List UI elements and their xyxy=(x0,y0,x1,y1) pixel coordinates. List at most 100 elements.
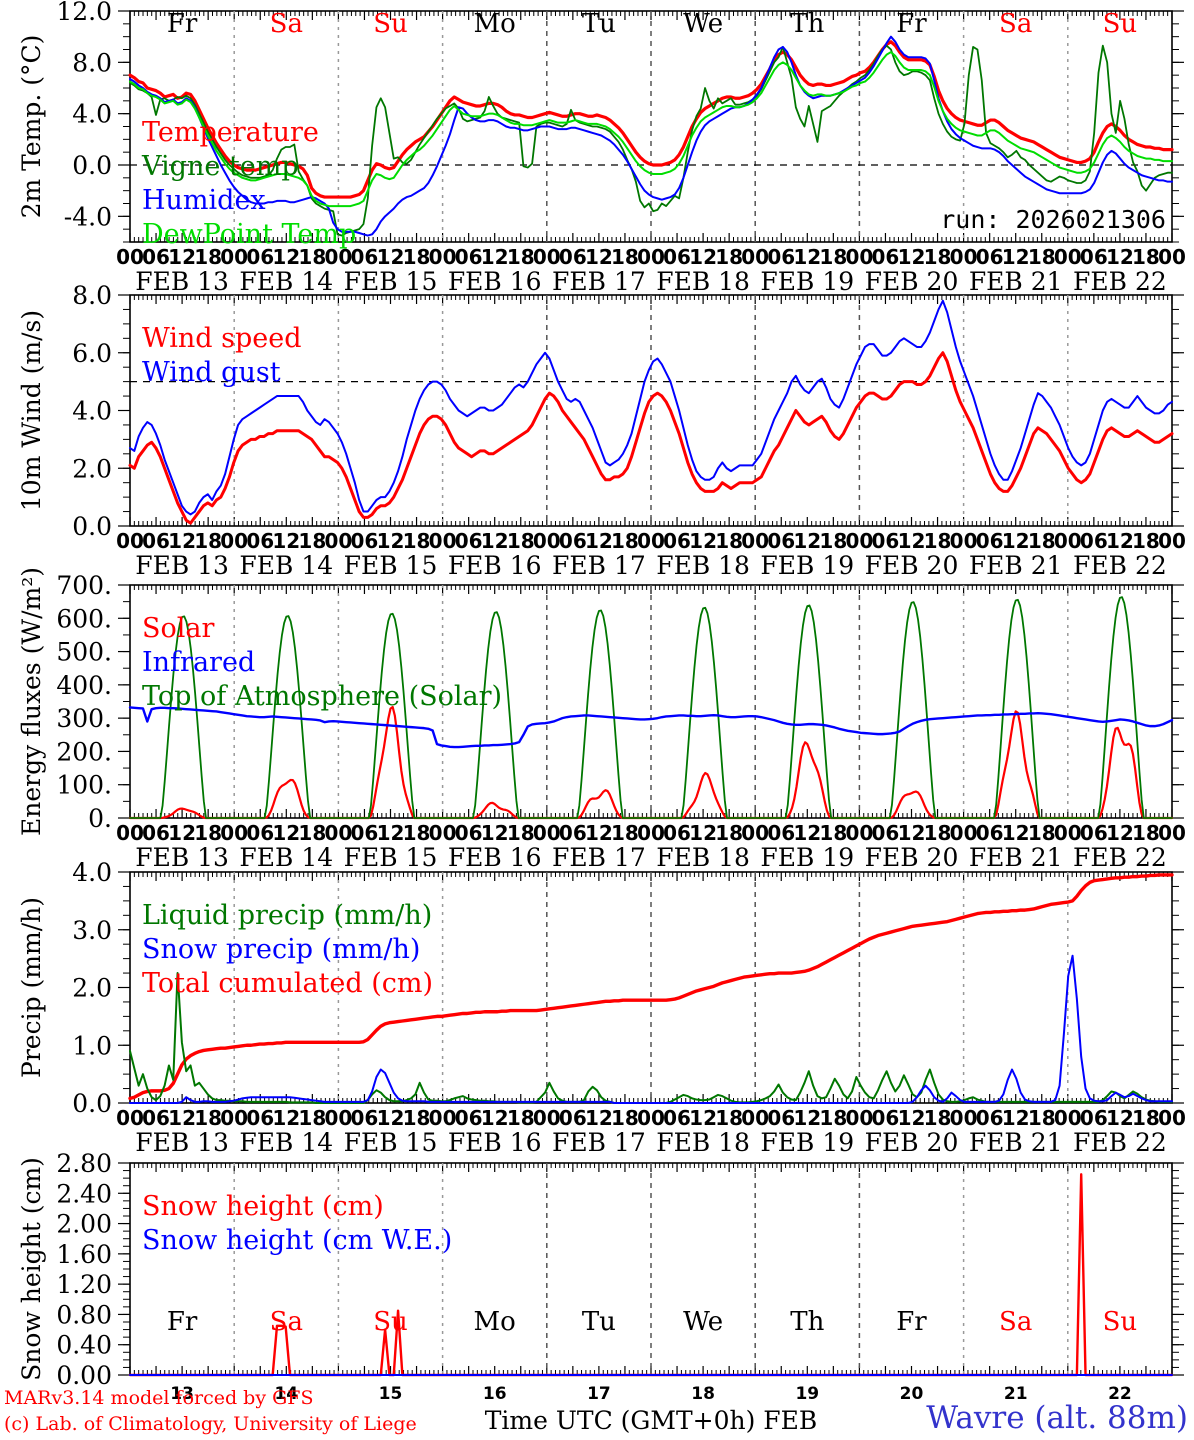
x-hour-label: 00 xyxy=(324,821,352,845)
y-tick-label: 400. xyxy=(56,671,112,700)
x-hour-label: 06 xyxy=(976,245,1004,269)
x-hour-label: 18 xyxy=(194,245,222,269)
x-hour-label: 12 xyxy=(1106,245,1134,269)
x-hour-label: 18 xyxy=(507,1106,535,1130)
legend-item-liquid-precip-mm-h-: Liquid precip (mm/h) xyxy=(142,900,432,931)
x-axis-title: Time UTC (GMT+0h) FEB xyxy=(485,1406,818,1435)
x-hour-label: 06 xyxy=(351,245,379,269)
legend-item-vigne-temp: Vigne temp xyxy=(141,151,299,182)
panel-snowheight: Snow height (cm) 0.000.400.801.201.602.00… xyxy=(17,1149,1184,1435)
x-hour-label: 06 xyxy=(559,245,587,269)
x-hour-label: 12 xyxy=(272,1106,300,1130)
y-tick-label: 2.40 xyxy=(56,1179,112,1208)
x-date-label: FEB 16 xyxy=(448,843,542,872)
x-hour-label: 18 xyxy=(611,821,639,845)
x-hour-label: 18 xyxy=(819,1106,847,1130)
day-name-su-22: Su xyxy=(1103,9,1138,39)
x-hour-label: 00 xyxy=(533,1106,561,1130)
x-hour-label: 00 xyxy=(429,821,457,845)
x-date-label: FEB 22 xyxy=(1073,551,1167,580)
x-date-label: FEB 21 xyxy=(969,1128,1063,1157)
x-date-label: FEB 13 xyxy=(135,551,229,580)
x-hour-label: 00 xyxy=(324,245,352,269)
x-hour-label: 12 xyxy=(689,245,717,269)
day-name-mo-16: Mo xyxy=(474,9,516,39)
y-tick-label: 1.0 xyxy=(72,1031,112,1060)
y-tick-label: 2.0 xyxy=(72,454,112,483)
x-hour-label: 06 xyxy=(1080,245,1108,269)
x-hour-label: 18 xyxy=(819,245,847,269)
y-tick-label: 4.0 xyxy=(72,397,112,426)
x-date-label: FEB 14 xyxy=(239,1128,333,1157)
x-hour-label: 00 xyxy=(845,529,873,553)
y-tick-label: 0.0 xyxy=(72,151,112,180)
x-hour-label: 00 xyxy=(1054,821,1082,845)
y-tick-label: 0.0 xyxy=(72,512,112,541)
day-name-sa-14: Sa xyxy=(270,9,303,39)
x-hour-label: 18 xyxy=(611,529,639,553)
x-hour-label: 18 xyxy=(611,1106,639,1130)
legend-item-total-cumulated-cm-: Total cumulated (cm) xyxy=(142,968,433,999)
x-hour-label: 12 xyxy=(168,1106,196,1130)
x-hour-label: 06 xyxy=(246,1106,274,1130)
x-hour-label: 06 xyxy=(872,1106,900,1130)
x-hour-label: 12 xyxy=(168,245,196,269)
x-hour-label: 06 xyxy=(142,529,170,553)
x-hour-label: 00 xyxy=(220,245,248,269)
x-hour-label: 00 xyxy=(429,245,457,269)
x-hour-label: 06 xyxy=(872,529,900,553)
x-hour-label: 00 xyxy=(845,1106,873,1130)
x-hour-label: 06 xyxy=(663,245,691,269)
x-hour-label-final: 00 xyxy=(1158,1106,1186,1130)
x-hour-label: 12 xyxy=(377,821,405,845)
x-hour-label: 00 xyxy=(220,1106,248,1130)
x-hour-label: 06 xyxy=(246,821,274,845)
legend-item-snow-height-cm-w-e-: Snow height (cm W.E.) xyxy=(142,1225,452,1256)
x-hour-label: 18 xyxy=(403,1106,431,1130)
x-hour-label: 18 xyxy=(1028,529,1056,553)
x-hour-label: 00 xyxy=(637,245,665,269)
x-date-label: FEB 14 xyxy=(239,267,333,296)
panel-temperature: 2m Temp. (°C) -4.0 0.0 4.0 8.0 12.0 Temperatur… xyxy=(17,0,1186,296)
x-hour-label: 06 xyxy=(663,529,691,553)
x-hour-label: 18 xyxy=(1132,821,1160,845)
x-date-label: FEB 17 xyxy=(552,267,646,296)
x-date-label: FEB 15 xyxy=(344,551,438,580)
x-hour-label: 06 xyxy=(872,821,900,845)
x-date-label: FEB 18 xyxy=(656,1128,750,1157)
x-date-label: FEB 22 xyxy=(1073,267,1167,296)
legend-item-infrared: Infrared xyxy=(142,647,255,678)
x-date-label: FEB 17 xyxy=(552,551,646,580)
y-tick-label: 0.0 xyxy=(72,1089,112,1118)
x-date-label: FEB 17 xyxy=(552,1128,646,1157)
x-hour-label: 00 xyxy=(533,529,561,553)
x-hour-label: 00 xyxy=(116,529,144,553)
x-hour-label: 18 xyxy=(611,245,639,269)
legend-item-solar: Solar xyxy=(142,613,214,644)
x-hour-label-final: 00 xyxy=(1158,821,1186,845)
y-tick-label: 0.40 xyxy=(56,1331,112,1360)
x-date-label: FEB 16 xyxy=(448,1128,542,1157)
x-hour-label: 12 xyxy=(481,529,509,553)
day-name-th-19: Th xyxy=(790,1307,824,1337)
x-day-number: 21 xyxy=(1004,1384,1028,1404)
y-tick-label: 500. xyxy=(56,638,112,667)
x-date-label: FEB 13 xyxy=(135,1128,229,1157)
x-hour-label: 12 xyxy=(1002,245,1030,269)
x-hour-label: 06 xyxy=(663,821,691,845)
x-hour-label: 00 xyxy=(324,529,352,553)
x-date-label: FEB 21 xyxy=(969,843,1063,872)
x-hour-label: 06 xyxy=(455,1106,483,1130)
x-hour-label: 00 xyxy=(637,529,665,553)
day-name-sa-14: Sa xyxy=(270,1307,303,1337)
x-hour-label: 06 xyxy=(1080,529,1108,553)
series-wind-gust xyxy=(129,299,1173,516)
x-hour-label: 18 xyxy=(1028,1106,1056,1130)
panel-precip: Precip (mm/h) 0.0 1.0 2.0 3.0 4.0 Liquid preci… xyxy=(17,858,1186,1157)
y-tick-label: 700. xyxy=(56,571,112,600)
x-hour-label: 12 xyxy=(689,529,717,553)
series-total-cumulated xyxy=(128,873,1174,1101)
y-tick-label: 2.00 xyxy=(56,1210,112,1239)
x-hour-label: 18 xyxy=(715,1106,743,1130)
x-hour-label: 18 xyxy=(715,245,743,269)
